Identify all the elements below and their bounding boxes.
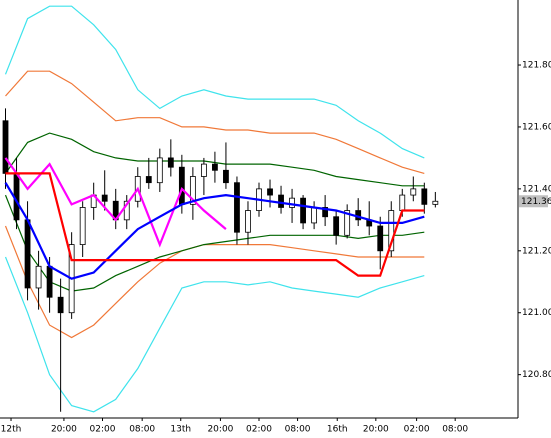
candle-body: [267, 188, 273, 196]
candle-body: [123, 200, 130, 221]
candle-body: [57, 296, 64, 314]
last-price-box: [519, 195, 548, 208]
candle-body: [200, 163, 207, 177]
x-tick-label: 12th: [1, 425, 22, 435]
candle-body: [410, 188, 417, 196]
x-tick-label: 08:00: [285, 425, 311, 435]
candle-body: [145, 176, 152, 184]
x-tick-label: 20:00: [51, 425, 77, 435]
candle-body: [223, 169, 229, 184]
candle-body: [245, 210, 251, 233]
indicator-line: [4, 194, 425, 292]
y-tick-label: 121.40: [522, 184, 551, 194]
candle-body: [167, 157, 174, 168]
candle-body: [189, 176, 196, 205]
candle-body: [311, 207, 318, 224]
candle-body: [344, 210, 351, 236]
indicator-line: [4, 225, 425, 339]
x-tick-label: 08:00: [442, 425, 468, 435]
y-tick-label: 121.60: [522, 122, 551, 132]
indicator-line: [5, 70, 425, 174]
candle-body: [212, 163, 218, 171]
x-tick-label: 20:00: [207, 425, 233, 435]
candle-body: [377, 225, 384, 252]
candle-body: [388, 210, 395, 252]
candle-body: [421, 188, 428, 205]
x-tick-label: 02:00: [90, 425, 116, 435]
candle-body: [24, 219, 31, 289]
candle-body: [322, 207, 329, 218]
candle-body: [35, 265, 42, 289]
x-tick-label: 16th: [327, 425, 348, 435]
candle-body: [79, 207, 86, 246]
candle-body: [101, 194, 108, 202]
x-tick-label: 20:00: [363, 425, 389, 435]
indicator-line: [5, 172, 425, 277]
candle-body: [46, 265, 53, 298]
x-tick-label: 13th: [170, 425, 191, 435]
x-tick-label: 02:00: [246, 425, 272, 435]
candle-body: [333, 216, 340, 236]
indicator-line: [4, 256, 425, 413]
candle-body: [399, 194, 406, 211]
candle-body: [300, 197, 306, 224]
candle-body: [234, 182, 240, 233]
candle-body: [2, 120, 9, 174]
y-tick-label: 120.80: [522, 370, 551, 380]
x-tick-label: 02:00: [404, 425, 430, 435]
candle-body: [289, 197, 295, 208]
y-tick-label: 121.20: [522, 246, 551, 256]
candle-body: [278, 194, 284, 208]
candle-body: [156, 157, 163, 184]
last-price-label: 121.36: [521, 197, 551, 207]
indicator-line: [4, 182, 425, 280]
candle-body: [432, 200, 439, 205]
x-tick-label: 08:00: [129, 425, 155, 435]
y-tick-label: 121.00: [522, 308, 551, 318]
candle-body: [178, 166, 185, 205]
y-tick-label: 121.80: [522, 61, 551, 71]
indicator-line: [4, 5, 425, 159]
